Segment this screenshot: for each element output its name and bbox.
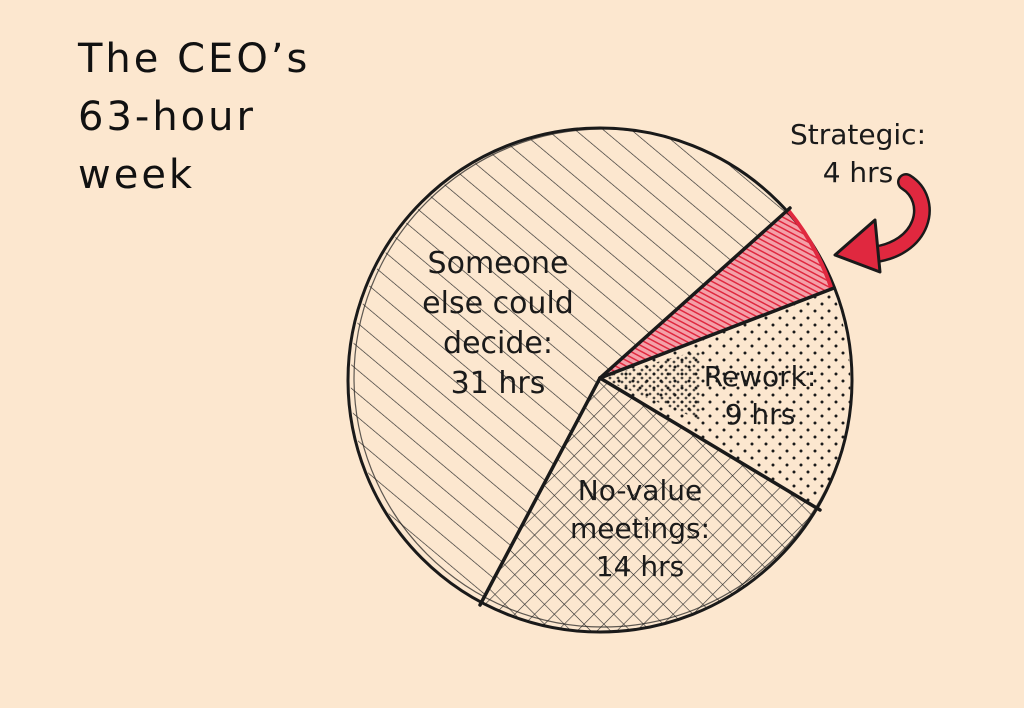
slice-strategic [600,210,832,378]
title-line-3: week [78,152,196,198]
label-value: 9 hrs [724,398,796,431]
label-value: 4 hrs [822,156,894,189]
title-line-1: The CEO’s [78,36,311,82]
label-text: Someone [427,246,569,281]
label-someone-else: Someone else could decide: 31 hrs [422,244,574,404]
slice-meetings [482,378,818,632]
slice-rework [600,290,851,508]
curved-arrow-icon [833,173,931,274]
label-text: meetings: [569,512,711,545]
label-text: else could [422,286,574,321]
label-text: Strategic: [789,118,927,151]
label-text: Rework: [703,360,817,393]
label-strategic: Strategic: 4 hrs [790,116,926,192]
label-value: 14 hrs [595,550,685,583]
chart-title: The CEO’s 63-hour week [78,30,310,204]
label-value: 31 hrs [450,366,546,401]
label-text: No-value [577,474,703,507]
slice-someone-else [350,128,788,602]
label-rework: Rework: 9 hrs [704,358,817,434]
label-meetings: No-value meetings: 14 hrs [570,472,710,586]
title-line-2: 63-hour [78,94,256,140]
label-text: decide: [443,326,553,361]
